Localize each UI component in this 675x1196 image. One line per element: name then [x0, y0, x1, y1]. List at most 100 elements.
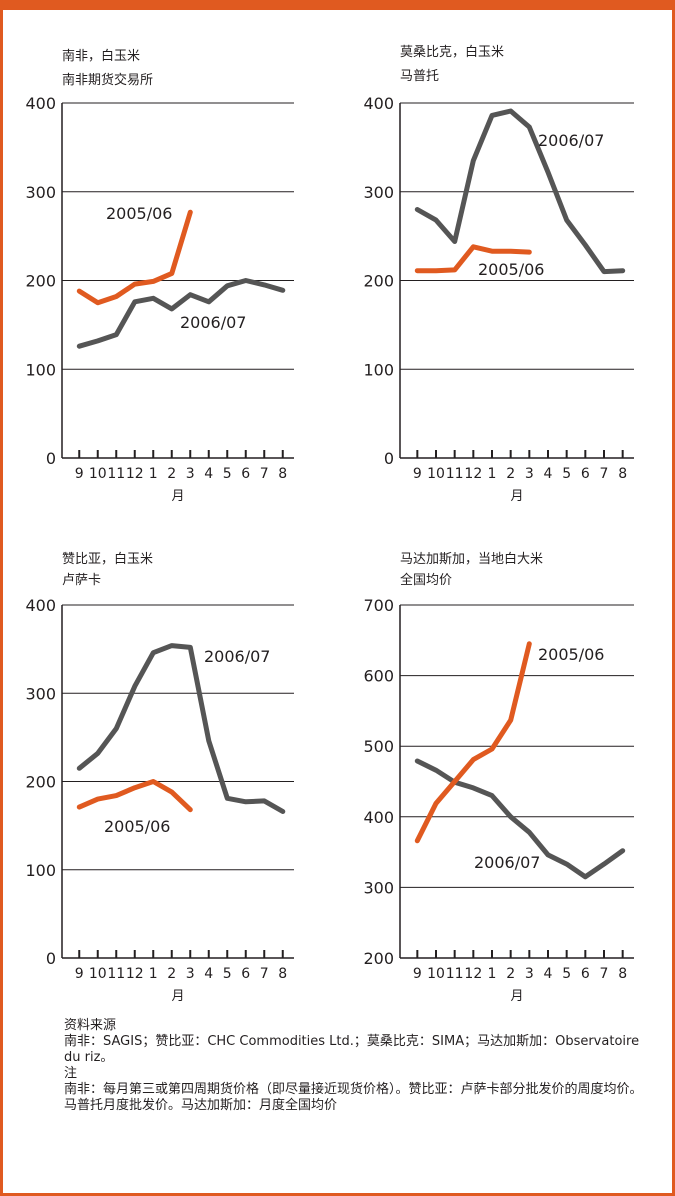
series-label: 2005/06	[104, 817, 170, 836]
chart-subtitle: 卢萨卡	[62, 572, 101, 588]
y-tick-label: 400	[363, 94, 394, 113]
x-tick-label: 11	[107, 966, 125, 982]
x-tick-label: 5	[223, 466, 232, 482]
x-tick-label: 11	[446, 966, 464, 982]
y-tick-label: 0	[384, 449, 394, 468]
y-tick-label: 400	[25, 94, 56, 113]
series-line-2005-06	[76, 278, 286, 349]
x-tick-label: 10	[427, 966, 445, 982]
x-tick-label: 5	[223, 966, 232, 982]
x-tick-label: 10	[89, 966, 107, 982]
y-tick-label: 200	[25, 773, 56, 792]
x-tick-label: 8	[618, 466, 627, 482]
series-line-2005-06	[76, 643, 286, 814]
y-tick-label: 100	[25, 861, 56, 880]
x-tick-label: 2	[167, 966, 176, 982]
x-tick-label: 12	[464, 966, 482, 982]
note-text: 南非：每月第三或第四周期货价格（即尽量接近现货价格）。赞比亚：卢萨卡部分批发价的…	[64, 1082, 643, 1113]
x-tick-label: 5	[562, 966, 571, 982]
x-tick-label: 3	[525, 466, 534, 482]
x-tick-label: 4	[544, 966, 553, 982]
y-tick-label: 500	[363, 737, 394, 756]
chart-title: 赞比亚，白玉米	[62, 551, 153, 567]
x-axis-label: 月	[171, 989, 184, 1004]
y-tick-label: 400	[25, 596, 56, 615]
series-label: 2005/06	[478, 260, 544, 279]
x-tick-label: 4	[204, 466, 213, 482]
x-tick-label: 3	[186, 966, 195, 982]
x-tick-label: 12	[126, 466, 144, 482]
x-tick-label: 2	[506, 966, 515, 982]
note-heading: 注	[64, 1066, 78, 1081]
x-tick-label: 4	[544, 466, 553, 482]
y-tick-label: 300	[363, 183, 394, 202]
series-label: 2006/07	[180, 313, 246, 332]
right-border	[672, 0, 675, 1196]
chart-subtitle: 南非期货交易所	[62, 72, 153, 88]
x-tick-label: 8	[618, 966, 627, 982]
x-tick-label: 6	[241, 466, 250, 482]
y-tick-label: 200	[25, 272, 56, 291]
x-tick-label: 4	[204, 966, 213, 982]
series-line-2006-07	[414, 641, 532, 844]
y-tick-label: 400	[363, 808, 394, 827]
y-tick-label: 600	[363, 667, 394, 686]
y-tick-label: 200	[363, 949, 394, 968]
x-tick-label: 7	[260, 466, 269, 482]
x-tick-label: 3	[186, 466, 195, 482]
y-tick-label: 0	[46, 949, 56, 968]
x-tick-label: 6	[581, 466, 590, 482]
x-tick-label: 6	[581, 966, 590, 982]
series-line-2006-07	[76, 779, 193, 813]
source-heading: 资料来源	[64, 1018, 117, 1033]
x-tick-label: 10	[427, 466, 445, 482]
series-label: 2006/07	[538, 131, 604, 150]
series-label: 2005/06	[538, 645, 604, 664]
x-tick-label: 5	[562, 466, 571, 482]
x-tick-label: 10	[89, 466, 107, 482]
top-accent-bar	[0, 0, 675, 10]
x-tick-label: 7	[260, 966, 269, 982]
x-tick-label: 1	[149, 966, 158, 982]
x-tick-label: 9	[413, 466, 422, 482]
y-tick-label: 200	[363, 272, 394, 291]
series-label: 2006/07	[474, 853, 540, 872]
x-tick-label: 12	[126, 966, 144, 982]
x-axis-label: 月	[510, 489, 523, 504]
x-tick-label: 7	[600, 966, 609, 982]
x-tick-label: 9	[75, 966, 84, 982]
y-tick-label: 300	[363, 878, 394, 897]
chart-title: 南非，白玉米	[62, 48, 140, 64]
series-label: 2006/07	[204, 647, 270, 666]
series-line-2005-06	[414, 758, 626, 880]
x-tick-label: 1	[488, 466, 497, 482]
series-line-2006-07	[76, 209, 193, 306]
x-tick-label: 12	[464, 466, 482, 482]
x-axis-label: 月	[171, 489, 184, 504]
y-tick-label: 300	[25, 684, 56, 703]
series-line-2006-07	[414, 244, 532, 274]
left-border	[0, 0, 3, 1196]
y-tick-label: 100	[25, 360, 56, 379]
x-tick-label: 3	[525, 966, 534, 982]
x-tick-label: 11	[446, 466, 464, 482]
series-line-2005-06	[414, 108, 626, 275]
y-tick-label: 0	[46, 449, 56, 468]
series-label: 2005/06	[106, 204, 172, 223]
x-tick-label: 11	[107, 466, 125, 482]
x-tick-label: 9	[75, 466, 84, 482]
x-tick-label: 2	[506, 466, 515, 482]
notes-block: 资料来源 南非：SAGIS；赞比亚：CHC Commodities Ltd.；莫…	[64, 1018, 644, 1114]
y-tick-label: 100	[363, 360, 394, 379]
x-tick-label: 1	[149, 466, 158, 482]
bottom-border	[0, 1193, 675, 1196]
source-text: 南非：SAGIS；赞比亚：CHC Commodities Ltd.；莫桑比克：S…	[64, 1034, 640, 1065]
x-tick-label: 6	[241, 966, 250, 982]
x-tick-label: 9	[413, 966, 422, 982]
chart-subtitle: 马普托	[400, 69, 439, 84]
y-tick-label: 300	[25, 183, 56, 202]
y-tick-label: 700	[363, 596, 394, 615]
x-tick-label: 8	[278, 966, 287, 982]
